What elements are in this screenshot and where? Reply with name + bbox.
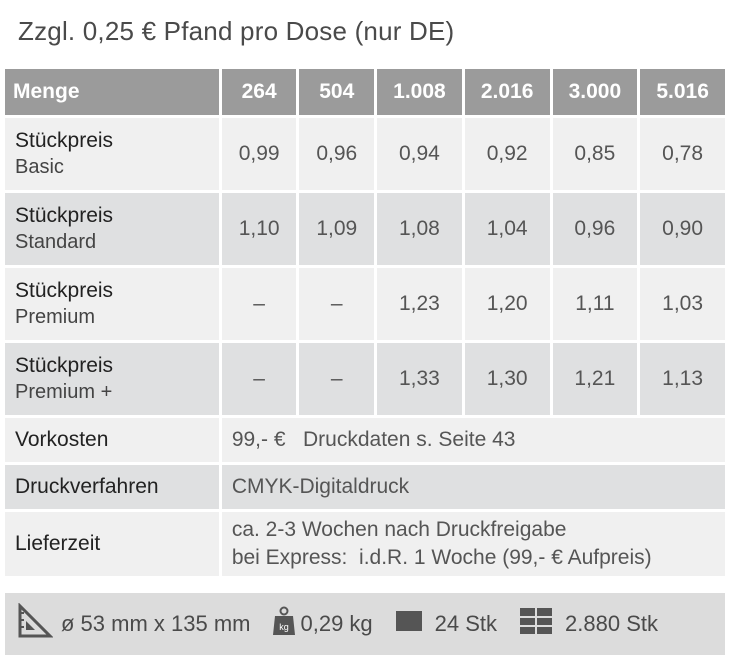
price-cell: 0,92 bbox=[464, 118, 550, 190]
pack-text: 24 Stk bbox=[434, 611, 498, 636]
table-row-premium-plus: Stückpreis Premium + – – 1,33 1,30 1,21 … bbox=[5, 343, 725, 415]
price-cell: – bbox=[221, 268, 297, 340]
price-cell: 1,21 bbox=[552, 343, 638, 415]
price-cell: 0,78 bbox=[640, 118, 725, 190]
pallet-text: 2.880 Stk bbox=[565, 611, 658, 636]
price-cell: 1,10 bbox=[221, 193, 297, 265]
deposit-note: Zzgl. 0,25 € Pfand pro Dose (nur DE) bbox=[18, 16, 455, 46]
svg-text:kg: kg bbox=[280, 622, 290, 632]
price-cell: 1,20 bbox=[464, 268, 550, 340]
price-cell: 1,33 bbox=[377, 343, 462, 415]
box-icon bbox=[395, 610, 423, 638]
header-qty-264: 264 bbox=[221, 69, 297, 115]
price-cell: 0,85 bbox=[552, 118, 638, 190]
pallet-icon bbox=[519, 607, 553, 641]
price-cell: 1,04 bbox=[464, 193, 550, 265]
spec-pack: 24 Stk bbox=[395, 610, 497, 638]
table-row-vorkosten: Vorkosten 99,- € Druckdaten s. Seite 43 bbox=[5, 418, 725, 462]
dimensions-text: ø 53 mm x 135 mm bbox=[61, 611, 251, 636]
vorkosten-value: 99,- € Druckdaten s. Seite 43 bbox=[221, 418, 725, 462]
price-cell: 0,99 bbox=[221, 118, 297, 190]
product-specs-bar: ø 53 mm x 135 mm kg 0,29 kg 24 Stk bbox=[5, 593, 725, 655]
price-cell: 1,30 bbox=[464, 343, 550, 415]
ruler-triangle-icon bbox=[17, 602, 54, 645]
price-cell: 1,13 bbox=[640, 343, 725, 415]
row-label: Stückpreis Premium + bbox=[5, 343, 219, 415]
druckverfahren-value: CMYK-Digitaldruck bbox=[221, 465, 725, 509]
header-qty-504: 504 bbox=[299, 69, 375, 115]
price-cell: 1,23 bbox=[377, 268, 462, 340]
price-cell: – bbox=[221, 343, 297, 415]
weight-text: 0,29 kg bbox=[300, 611, 373, 636]
price-cell: – bbox=[299, 268, 375, 340]
druckverfahren-label: Druckverfahren bbox=[5, 465, 219, 509]
table-row-lieferzeit: Lieferzeit ca. 2-3 Wochen nach Druckfrei… bbox=[5, 512, 725, 576]
price-cell: 0,96 bbox=[552, 193, 638, 265]
table-header-row: Menge 264 504 1.008 2.016 3.000 5.016 bbox=[5, 69, 725, 115]
price-cell: 1,03 bbox=[640, 268, 725, 340]
header-qty-3000: 3.000 bbox=[552, 69, 638, 115]
table-row-premium: Stückpreis Premium – – 1,23 1,20 1,11 1,… bbox=[5, 268, 725, 340]
row-label-sub: Premium bbox=[15, 306, 96, 328]
row-label-main: Stückpreis bbox=[15, 279, 114, 302]
lieferzeit-line-2: bei Express: i.d.R. 1 Woche (99,- € Aufp… bbox=[231, 546, 652, 569]
price-cell: 1,08 bbox=[377, 193, 462, 265]
price-cell: – bbox=[299, 343, 375, 415]
lieferzeit-line-1: ca. 2-3 Wochen nach Druckfreigabe bbox=[231, 518, 567, 541]
price-cell: 0,94 bbox=[377, 118, 462, 190]
spec-pallet: 2.880 Stk bbox=[519, 607, 658, 641]
header-qty-5016: 5.016 bbox=[640, 69, 725, 115]
spec-weight: kg 0,29 kg bbox=[272, 606, 373, 642]
spec-dimensions: ø 53 mm x 135 mm bbox=[17, 602, 251, 645]
lieferzeit-label: Lieferzeit bbox=[5, 512, 219, 576]
vorkosten-label: Vorkosten bbox=[5, 418, 219, 462]
row-label-sub: Premium + bbox=[15, 381, 113, 403]
row-label-main: Stückpreis bbox=[15, 354, 114, 377]
table-row-basic: Stückpreis Basic 0,99 0,96 0,94 0,92 0,8… bbox=[5, 118, 725, 190]
price-cell: 1,09 bbox=[299, 193, 375, 265]
lieferzeit-value: ca. 2-3 Wochen nach Druckfreigabe bei Ex… bbox=[221, 512, 725, 576]
price-cell: 0,96 bbox=[299, 118, 375, 190]
row-label-sub: Standard bbox=[15, 231, 97, 253]
row-label: Stückpreis Basic bbox=[5, 118, 219, 190]
price-table: Menge 264 504 1.008 2.016 3.000 5.016 St… bbox=[2, 66, 728, 579]
header-qty-2016: 2.016 bbox=[464, 69, 550, 115]
header-quantity: Menge bbox=[5, 69, 219, 115]
row-label-sub: Basic bbox=[15, 156, 64, 178]
table-row-standard: Stückpreis Standard 1,10 1,09 1,08 1,04 … bbox=[5, 193, 725, 265]
row-label: Stückpreis Premium bbox=[5, 268, 219, 340]
row-label-main: Stückpreis bbox=[15, 204, 114, 227]
table-row-druckverfahren: Druckverfahren CMYK-Digitaldruck bbox=[5, 465, 725, 509]
row-label-main: Stückpreis bbox=[15, 129, 114, 152]
price-cell: 1,11 bbox=[552, 268, 638, 340]
header-qty-1008: 1.008 bbox=[377, 69, 462, 115]
weight-icon: kg bbox=[272, 606, 296, 642]
price-cell: 0,90 bbox=[640, 193, 725, 265]
row-label: Stückpreis Standard bbox=[5, 193, 219, 265]
